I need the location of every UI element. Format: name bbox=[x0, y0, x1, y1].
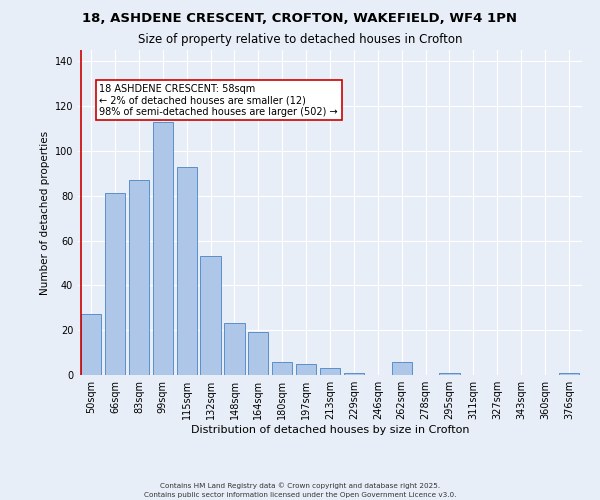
Text: 18 ASHDENE CRESCENT: 58sqm
← 2% of detached houses are smaller (12)
98% of semi-: 18 ASHDENE CRESCENT: 58sqm ← 2% of detac… bbox=[100, 84, 338, 117]
Text: Size of property relative to detached houses in Crofton: Size of property relative to detached ho… bbox=[138, 32, 462, 46]
Bar bbox=[272, 362, 292, 375]
Text: Contains HM Land Registry data © Crown copyright and database right 2025.: Contains HM Land Registry data © Crown c… bbox=[160, 482, 440, 489]
Bar bbox=[559, 373, 579, 375]
Bar bbox=[224, 324, 245, 375]
Bar bbox=[129, 180, 149, 375]
Y-axis label: Number of detached properties: Number of detached properties bbox=[40, 130, 50, 294]
X-axis label: Distribution of detached houses by size in Crofton: Distribution of detached houses by size … bbox=[191, 425, 469, 435]
Bar bbox=[320, 368, 340, 375]
Bar bbox=[439, 373, 460, 375]
Bar bbox=[152, 122, 173, 375]
Bar bbox=[176, 166, 197, 375]
Bar bbox=[392, 362, 412, 375]
Bar bbox=[296, 364, 316, 375]
Bar bbox=[200, 256, 221, 375]
Bar bbox=[105, 194, 125, 375]
Bar bbox=[344, 373, 364, 375]
Text: Contains public sector information licensed under the Open Government Licence v3: Contains public sector information licen… bbox=[144, 492, 456, 498]
Text: 18, ASHDENE CRESCENT, CROFTON, WAKEFIELD, WF4 1PN: 18, ASHDENE CRESCENT, CROFTON, WAKEFIELD… bbox=[83, 12, 517, 26]
Bar bbox=[81, 314, 101, 375]
Bar bbox=[248, 332, 268, 375]
